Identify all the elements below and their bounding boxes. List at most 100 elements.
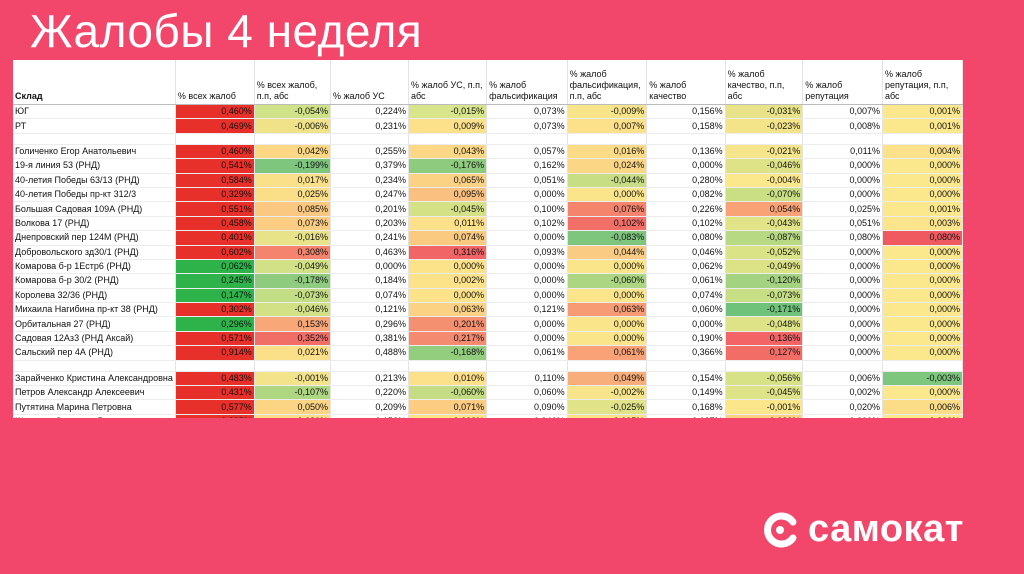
- warehouse-name-cell: 19-я линия 53 (РНД): [13, 158, 176, 174]
- value-cell: 0,076%: [567, 201, 648, 217]
- value-cell: 0,051%: [486, 173, 568, 188]
- warehouse-name-cell: Михаила Нагибина пр-кт 38 (РНД): [13, 302, 176, 318]
- value-cell: 0,000%: [408, 259, 488, 275]
- spreadsheet-table: Склад% всех жалоб% всех жалоб, п.п, абс%…: [13, 60, 963, 418]
- warehouse-name-cell: Голиченко Егор Анатольевич: [13, 144, 176, 160]
- value-cell: 0,247%: [330, 187, 409, 203]
- empty-cell: [408, 360, 488, 372]
- value-cell: 0,201%: [408, 316, 488, 332]
- value-cell: 0,000%: [802, 345, 883, 361]
- value-cell: 0,000%: [802, 245, 883, 260]
- value-cell: 0,003%: [882, 216, 963, 232]
- column-header: % жалоб фальсификация: [486, 60, 568, 105]
- value-cell: 0,000%: [882, 302, 963, 318]
- value-cell: 0,000%: [882, 385, 963, 401]
- value-cell: 0,001%: [882, 104, 963, 120]
- warehouse-name-cell: Комарова б-р 1Естр6 (РНД): [13, 259, 176, 275]
- value-cell: 0,085%: [254, 201, 332, 217]
- samokat-logo: самокат: [760, 508, 964, 551]
- value-cell: 0,000%: [646, 316, 726, 332]
- value-cell: 0,093%: [486, 245, 568, 260]
- table-row: Голиченко Егор Анатольевич 0,460% 0,042% 0,…: [13, 144, 963, 160]
- value-cell: 0,073%: [486, 104, 568, 120]
- value-cell: 0,005%: [567, 414, 648, 418]
- value-cell: 0,000%: [802, 302, 883, 318]
- value-cell: 0,000%: [882, 173, 963, 188]
- table-row: Сальский пер 4А (РНД) 0,914% 0,021% 0,488% -…: [13, 345, 963, 361]
- value-cell: 0,000%: [882, 345, 963, 361]
- value-cell: 0,050%: [254, 399, 332, 415]
- value-cell: 0,213%: [330, 371, 409, 387]
- value-cell: 0,431%: [175, 385, 255, 401]
- value-cell: 0,000%: [646, 158, 726, 174]
- value-cell: -0,073%: [725, 288, 804, 304]
- value-cell: 0,080%: [882, 230, 963, 246]
- value-cell: 0,162%: [486, 158, 568, 174]
- value-cell: 0,488%: [330, 345, 409, 361]
- table-row: Большая Садовая 109А (РНД) 0,551% 0,085% 0,…: [13, 201, 963, 217]
- empty-cell: [254, 133, 332, 145]
- value-cell: 0,184%: [330, 273, 409, 289]
- value-cell: -0,043%: [725, 216, 804, 232]
- value-cell: 0,203%: [330, 216, 409, 232]
- value-cell: 0,000%: [486, 331, 568, 347]
- value-cell: -0,002%: [567, 385, 648, 401]
- value-cell: 0,000%: [486, 288, 568, 304]
- value-cell: -0,009%: [567, 104, 648, 120]
- value-cell: -0,199%: [254, 158, 332, 174]
- value-cell: 0,061%: [486, 345, 568, 361]
- value-cell: 0,071%: [408, 399, 488, 415]
- value-cell: 0,025%: [254, 187, 332, 203]
- value-cell: 0,073%: [486, 118, 568, 134]
- value-cell: 0,168%: [646, 399, 726, 415]
- value-cell: 0,147%: [175, 288, 255, 304]
- value-cell: 0,007%: [802, 104, 883, 120]
- value-cell: 0,458%: [175, 216, 255, 232]
- value-cell: 0,095%: [408, 187, 488, 203]
- table-row: 40-летия Победы 63/13 (РНД) 0,584% 0,017% 0…: [13, 173, 963, 188]
- value-cell: 0,004%: [882, 144, 963, 160]
- value-cell: -0,044%: [567, 173, 648, 188]
- value-cell: -0,178%: [254, 273, 332, 289]
- value-cell: 0,057%: [486, 144, 568, 160]
- empty-cell: [567, 133, 648, 145]
- table-row: 40-летия Победы пр-кт 312/3 0,329% 0,025% 0…: [13, 187, 963, 203]
- value-cell: 0,110%: [486, 371, 568, 387]
- value-cell: -0,070%: [725, 187, 804, 203]
- warehouse-name-cell: Путятина Марина Петровна: [13, 399, 176, 415]
- value-cell: 0,008%: [802, 118, 883, 134]
- empty-cell: [175, 133, 255, 145]
- value-cell: 0,329%: [175, 187, 255, 203]
- column-header: % жалоб качество: [646, 60, 726, 105]
- samokat-logo-icon: [764, 512, 797, 547]
- value-cell: 0,046%: [646, 245, 726, 260]
- value-cell: 0,011%: [408, 216, 488, 232]
- value-cell: -0,023%: [725, 118, 804, 134]
- column-header: % жалоб УС, п.п, абс: [408, 60, 488, 105]
- empty-cell: [802, 360, 883, 372]
- value-cell: 0,379%: [330, 158, 409, 174]
- empty-cell: [486, 360, 568, 372]
- value-cell: 0,914%: [175, 345, 255, 361]
- value-cell: 0,102%: [567, 216, 648, 232]
- empty-cell: [882, 133, 963, 145]
- value-cell: 0,000%: [882, 273, 963, 289]
- value-cell: -0,016%: [254, 230, 332, 246]
- warehouse-name-cell: ЮГ: [13, 104, 176, 120]
- value-cell: 0,043%: [408, 144, 488, 160]
- empty-cell: [725, 133, 804, 145]
- table-row: Комарова б-р 1Естр6 (РНД) 0,062% -0,049% 0,…: [13, 259, 963, 275]
- value-cell: 0,121%: [330, 302, 409, 318]
- empty-cell: [802, 133, 883, 145]
- value-cell: 0,000%: [486, 259, 568, 275]
- empty-cell: [486, 133, 568, 145]
- warehouse-name-cell: Зарайченко Кристина Александровна: [13, 371, 176, 387]
- value-cell: 0,000%: [882, 331, 963, 347]
- empty-cell: [882, 360, 963, 372]
- column-header: % жалоб репутация: [802, 60, 883, 105]
- value-cell: 0,224%: [330, 104, 409, 120]
- table-row: Зарайченко Кристина Александровна 0,483% -…: [13, 371, 963, 387]
- empty-cell: [330, 133, 409, 145]
- warehouse-name-cell: Волкова 17 (РНД): [13, 216, 176, 232]
- empty-cell: [646, 133, 726, 145]
